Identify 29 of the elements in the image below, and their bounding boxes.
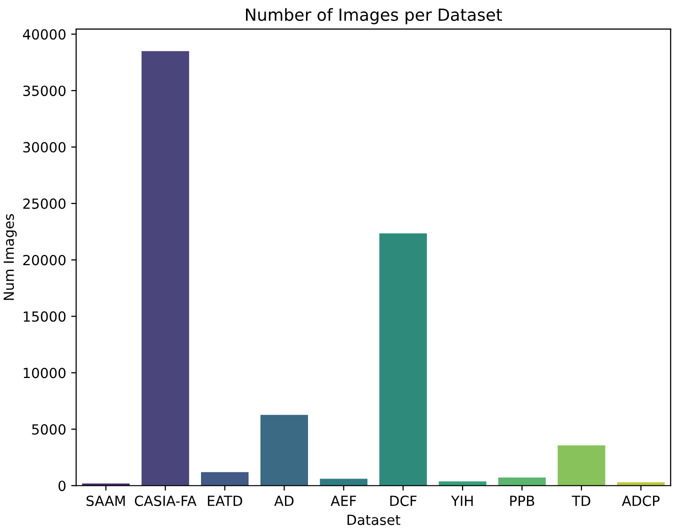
- y-tick-label: 10000: [24, 368, 66, 378]
- y-tick-label: 0: [58, 480, 66, 492]
- y-tick-label: 40000: [22, 29, 66, 40]
- chart-title: Number of Images per Dataset: [246, 8, 502, 24]
- x-tick-label: AD: [274, 496, 294, 506]
- x-tick-label: YIH: [451, 496, 473, 506]
- bar: [379, 233, 427, 486]
- bar: [142, 51, 190, 486]
- bar: [260, 414, 308, 486]
- y-tick-label: 5000: [32, 424, 66, 435]
- x-tick-label: CASIA-FA: [134, 496, 196, 506]
- x-tick-label: DCF: [390, 496, 416, 506]
- bar: [558, 445, 606, 486]
- y-axis-title: Num Images: [4, 214, 17, 300]
- y-tick-label: 30000: [23, 142, 66, 153]
- bar: [498, 477, 546, 486]
- y-tick-label: 20000: [23, 254, 66, 266]
- bar: [320, 478, 368, 486]
- x-tick-label: TD: [572, 496, 590, 506]
- x-tick-label: SAAM: [86, 496, 125, 506]
- x-tick-label: AEF: [330, 496, 356, 506]
- x-tick-label: PPB: [510, 496, 534, 506]
- x-axis-title: Dataset: [348, 514, 400, 526]
- x-tick-label: ADCP: [622, 496, 660, 506]
- y-tick-label: 35000: [23, 86, 66, 96]
- y-tick-label: 15000: [24, 311, 66, 322]
- bar: [201, 472, 249, 486]
- y-tick-label: 25000: [23, 198, 66, 209]
- x-tick-label: EATD: [208, 496, 242, 506]
